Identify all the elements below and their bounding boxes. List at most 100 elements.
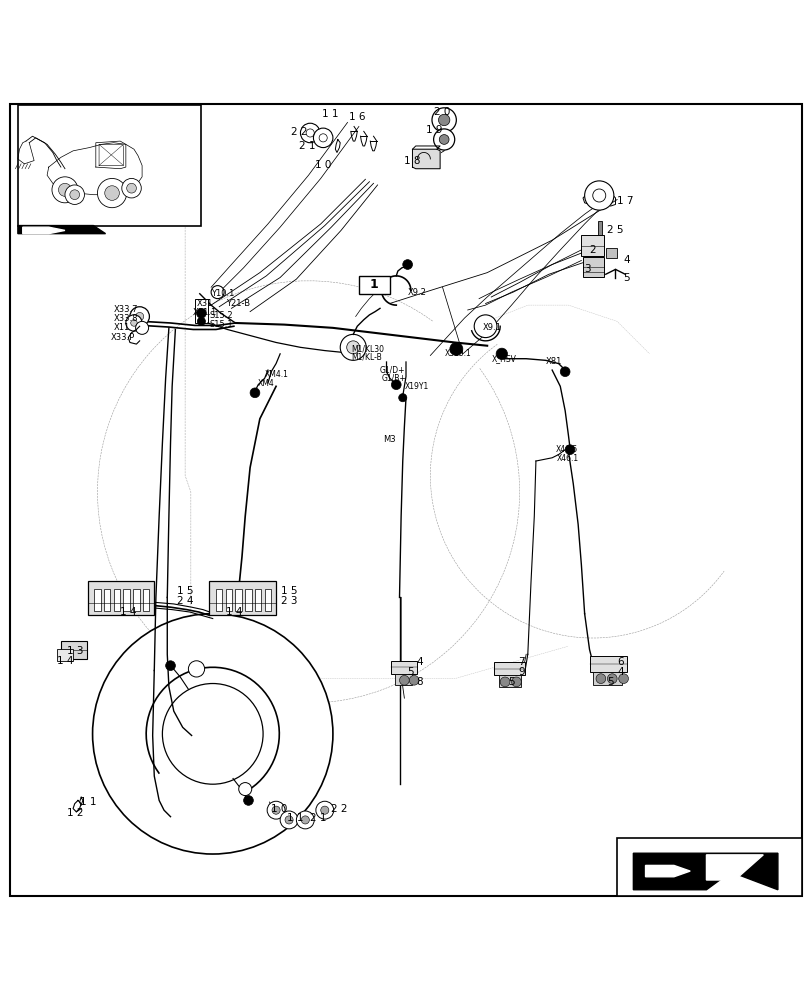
Circle shape xyxy=(438,114,449,126)
Text: XM4: XM4 xyxy=(258,379,275,388)
Text: 2: 2 xyxy=(589,245,595,255)
Bar xyxy=(264,589,271,611)
Text: 1 5: 1 5 xyxy=(177,586,193,596)
Text: X19Y1: X19Y1 xyxy=(404,382,428,391)
Circle shape xyxy=(560,367,569,377)
Circle shape xyxy=(474,315,496,338)
Circle shape xyxy=(398,394,406,402)
Text: X81: X81 xyxy=(545,357,561,366)
Text: XM4.1: XM4.1 xyxy=(264,370,288,379)
Text: 2 1: 2 1 xyxy=(298,141,315,151)
Circle shape xyxy=(431,108,456,132)
Bar xyxy=(498,675,521,687)
Circle shape xyxy=(97,178,127,208)
Text: 5: 5 xyxy=(623,273,629,283)
Text: X31.1: X31.1 xyxy=(192,308,217,317)
Text: 5: 5 xyxy=(406,667,413,677)
Circle shape xyxy=(301,816,309,824)
Text: G1/D+: G1/D+ xyxy=(380,366,405,375)
Polygon shape xyxy=(23,227,65,234)
Text: 1 8: 1 8 xyxy=(403,156,419,166)
Circle shape xyxy=(391,380,401,390)
Text: 9: 9 xyxy=(517,667,524,677)
Bar xyxy=(493,662,524,675)
Text: 4: 4 xyxy=(623,255,629,265)
Circle shape xyxy=(296,811,314,829)
Circle shape xyxy=(122,178,141,198)
Circle shape xyxy=(280,811,298,829)
Bar xyxy=(582,257,603,277)
Circle shape xyxy=(196,308,206,318)
Circle shape xyxy=(135,312,144,321)
Text: 2 5: 2 5 xyxy=(607,225,623,235)
Bar xyxy=(209,581,276,615)
Text: 1 3: 1 3 xyxy=(67,646,83,656)
Bar xyxy=(394,674,412,685)
Text: 1: 1 xyxy=(370,278,378,291)
Circle shape xyxy=(126,315,142,331)
Text: 1 4: 1 4 xyxy=(57,656,73,666)
Text: M1/KL30: M1/KL30 xyxy=(350,344,384,353)
Text: X9.2: X9.2 xyxy=(407,288,426,297)
Circle shape xyxy=(409,675,418,685)
Bar xyxy=(225,589,232,611)
Circle shape xyxy=(607,674,616,684)
Polygon shape xyxy=(706,855,762,880)
Bar xyxy=(57,649,73,661)
Text: 1 4: 1 4 xyxy=(225,607,242,617)
Circle shape xyxy=(319,134,327,142)
Text: X11: X11 xyxy=(114,323,130,332)
Circle shape xyxy=(131,320,137,326)
Circle shape xyxy=(70,190,79,200)
Polygon shape xyxy=(18,226,105,234)
Circle shape xyxy=(449,342,462,355)
Bar xyxy=(216,589,222,611)
Bar xyxy=(61,641,87,659)
Bar xyxy=(143,589,149,611)
Text: X33.7: X33.7 xyxy=(114,305,138,314)
Circle shape xyxy=(272,806,280,814)
Circle shape xyxy=(127,183,136,193)
Text: 1 0: 1 0 xyxy=(271,804,287,814)
Circle shape xyxy=(618,674,628,684)
Text: 1 4: 1 4 xyxy=(120,607,136,617)
Bar xyxy=(589,656,626,672)
Text: M1/KL-B: M1/KL-B xyxy=(350,353,381,362)
Text: 1 7: 1 7 xyxy=(616,196,633,206)
Circle shape xyxy=(595,674,605,684)
Text: 2 2: 2 2 xyxy=(290,127,307,137)
Circle shape xyxy=(238,783,251,796)
Text: 2 2: 2 2 xyxy=(331,804,347,814)
Circle shape xyxy=(243,796,253,805)
Text: 1 9: 1 9 xyxy=(426,125,442,135)
Bar xyxy=(114,589,120,611)
Circle shape xyxy=(211,286,224,299)
Text: 1 1: 1 1 xyxy=(79,797,96,807)
Bar xyxy=(88,581,154,615)
Text: X31: X31 xyxy=(196,299,212,308)
Text: 6: 6 xyxy=(616,657,623,667)
Bar xyxy=(581,235,603,256)
Circle shape xyxy=(306,129,314,137)
Circle shape xyxy=(584,181,613,210)
Polygon shape xyxy=(633,853,777,890)
Text: XS13.1: XS13.1 xyxy=(444,349,471,358)
Text: 1 1: 1 1 xyxy=(287,813,303,823)
Text: Y10.1: Y10.1 xyxy=(211,289,234,298)
Bar xyxy=(597,221,601,235)
Circle shape xyxy=(433,129,454,150)
Circle shape xyxy=(300,123,320,143)
Circle shape xyxy=(92,614,333,854)
Circle shape xyxy=(496,348,507,360)
Text: 5: 5 xyxy=(607,677,613,687)
Circle shape xyxy=(285,816,293,824)
Text: 5: 5 xyxy=(508,677,514,687)
Text: S15.1: S15.1 xyxy=(209,320,233,329)
Circle shape xyxy=(320,806,328,814)
Text: 1 5: 1 5 xyxy=(281,586,297,596)
Text: 2 3: 2 3 xyxy=(281,596,297,606)
Text: X33.P: X33.P xyxy=(110,333,135,342)
Text: 1 1: 1 1 xyxy=(322,109,338,119)
Bar xyxy=(616,838,801,896)
Circle shape xyxy=(250,388,260,398)
